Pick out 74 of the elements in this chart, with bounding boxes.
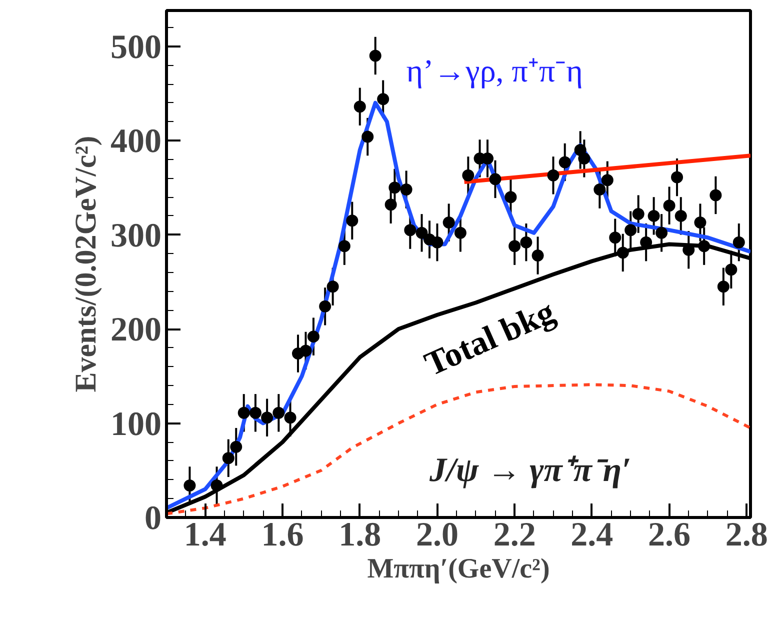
x-tick-label: 2.4: [570, 516, 614, 554]
x-tick-label: 2.2: [493, 516, 536, 554]
point: [504, 191, 517, 204]
point: [369, 50, 382, 62]
point: [230, 440, 242, 453]
point: [319, 300, 332, 312]
point: [362, 130, 374, 143]
point: [694, 216, 706, 229]
text: Total bkg: [419, 294, 560, 384]
point: [578, 152, 590, 164]
y-tick-label: 100: [110, 406, 162, 443]
x-tick-label: 2.8: [725, 516, 768, 554]
point: [222, 452, 234, 464]
y-tick-label: 300: [110, 217, 162, 254]
x-axis-title: Mππη′(GeV/c²): [367, 554, 550, 584]
point: [717, 280, 730, 293]
x-tick-label: 1.8: [338, 516, 382, 554]
y-tick-label: 200: [110, 312, 162, 349]
point: [404, 224, 416, 236]
point: [431, 236, 444, 248]
point: [609, 232, 622, 244]
point: [508, 240, 521, 252]
point: [400, 184, 412, 196]
point: [210, 479, 223, 492]
y-axis-title: Events/(0.02GeV/c²): [70, 136, 102, 392]
point: [624, 224, 637, 236]
point: [354, 100, 366, 113]
point: [601, 174, 614, 186]
point: [384, 198, 397, 211]
point: [698, 240, 710, 252]
point: [307, 330, 320, 343]
annotation: J/ψ → γπ⁺π⁻η′: [428, 452, 632, 490]
x-tick-label: 2.6: [648, 516, 691, 554]
point: [454, 226, 466, 239]
x-tick-label: 1.4: [184, 516, 226, 554]
point: [547, 169, 560, 182]
point: [732, 236, 745, 248]
point: [671, 171, 684, 184]
point: [674, 210, 687, 222]
point: [594, 184, 606, 196]
point: [532, 250, 544, 262]
x-tick-label: 1.6: [261, 516, 304, 554]
point: [238, 406, 250, 419]
point: [648, 210, 660, 222]
point: [663, 200, 676, 212]
point: [725, 264, 738, 276]
point: [261, 412, 274, 424]
point: [656, 226, 668, 239]
point: [520, 236, 532, 248]
annotation: η’→γρ, π⁺π⁻η: [406, 52, 583, 89]
point: [416, 226, 428, 239]
y-tick-label: 400: [110, 123, 162, 160]
point: [272, 406, 285, 419]
point: [710, 189, 722, 202]
point: [462, 169, 474, 182]
point: [338, 240, 350, 252]
point: [326, 280, 339, 293]
line-series: [166, 100, 750, 510]
point: [558, 156, 571, 168]
point: [184, 479, 196, 492]
point: [300, 344, 312, 357]
point: [388, 182, 401, 194]
point: [346, 214, 358, 227]
point: [616, 246, 629, 259]
point: [632, 208, 644, 220]
x-tick-label: 2.0: [416, 516, 458, 554]
point: [377, 93, 390, 106]
point: [249, 406, 262, 419]
point: [284, 412, 296, 424]
y-tick-label: 0: [144, 500, 162, 537]
line-series: [166, 383, 750, 516]
point: [489, 173, 502, 186]
y-tick-label: 500: [110, 28, 162, 66]
point: [442, 216, 455, 229]
